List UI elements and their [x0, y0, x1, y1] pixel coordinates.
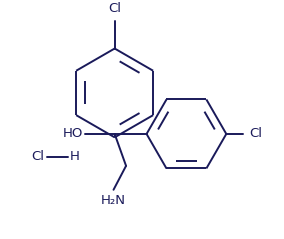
Text: HO: HO — [62, 127, 83, 141]
Text: Cl: Cl — [31, 150, 44, 163]
Text: H₂N: H₂N — [101, 194, 126, 207]
Text: Cl: Cl — [249, 127, 262, 141]
Text: H: H — [70, 150, 80, 163]
Text: Cl: Cl — [108, 2, 121, 16]
